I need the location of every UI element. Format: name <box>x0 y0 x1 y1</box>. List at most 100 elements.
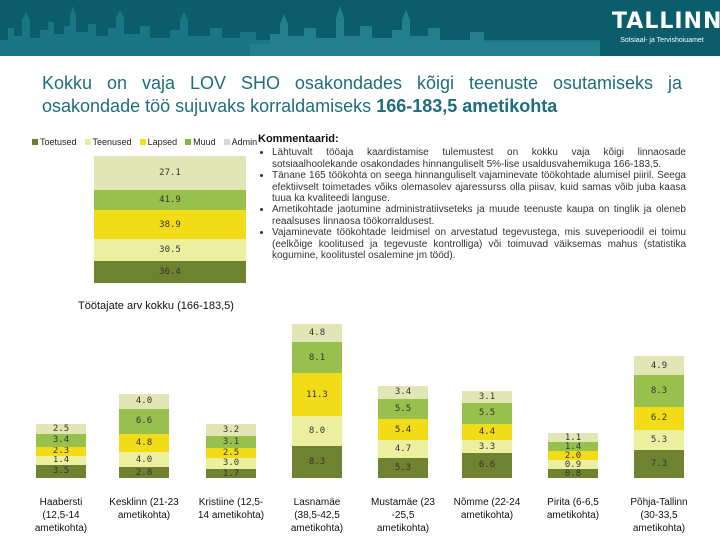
bar-segment-value: 0.9 <box>564 459 582 470</box>
district-label: Nõmme (22-24 ametikohta) <box>453 497 521 521</box>
bar-segment-value: 3.1 <box>222 437 240 448</box>
bar-segment-value: 3.4 <box>52 435 70 446</box>
bar-segment-value: 8.0 <box>308 426 326 437</box>
bar-segment-value: 8.3 <box>650 385 668 396</box>
bar-segment-value: 5.3 <box>650 435 668 446</box>
bar-segment-lapsed: 2.3 <box>36 446 86 457</box>
comment-item: Vajaminevate töökohtade leidmisel on arv… <box>272 227 686 261</box>
bar-segment-admin: 4.9 <box>634 356 684 375</box>
bar-segment-value: 6.2 <box>650 413 668 424</box>
logo-wordmark: TALLINN <box>612 9 720 34</box>
district-label: Põhja-Tallinn (30-33,5 ametikohta) <box>630 497 688 534</box>
bar-segment-admin: 1.1 <box>548 432 598 443</box>
bar-segment-value: 3.1 <box>478 391 496 402</box>
bar-segment-value: 3.4 <box>394 387 412 398</box>
bar-segment-admin: 2.5 <box>36 424 86 434</box>
district-label: Mustamäe (23 -25,5 ametikohta) <box>371 497 435 534</box>
bar-segment-lapsed: 6.2 <box>634 406 684 431</box>
bar-segment-toetused: 2.8 <box>119 467 169 478</box>
bar-segment-muud: 8.3 <box>634 375 684 407</box>
bar-segment-value: 2.5 <box>52 424 70 435</box>
total-segment-toetused: 36.4 <box>94 261 246 283</box>
legend-label: Admin <box>231 137 258 147</box>
district-label: Haabersti (12,5-14 ametikohta) <box>34 497 88 534</box>
district-label: Kristiine (12,5-14 ametikohta) <box>197 497 265 521</box>
bar-segment-teenused: 0.9 <box>548 459 598 470</box>
total-segment-lapsed: 38.9 <box>94 210 246 239</box>
bar-segment-value: 1.1 <box>564 432 582 443</box>
legend-swatch <box>185 139 192 145</box>
total-segment-value: 41.9 <box>159 195 181 205</box>
bar-segment-toetused: 3.5 <box>36 464 86 478</box>
bar-segment-value: 2.3 <box>52 446 70 457</box>
bar-segment-toetused: 5.3 <box>378 457 428 478</box>
bar-segment-teenused: 3.0 <box>206 457 256 469</box>
bar-segment-value: 2.0 <box>564 450 582 461</box>
bar-segment-value: 8.1 <box>308 352 326 363</box>
logo-subtitle: Sotsiaal- ja Tervishoiuamet <box>620 37 704 44</box>
city-skyline-illustration <box>0 6 600 56</box>
legend-label: Teenused <box>92 137 132 147</box>
bar-segment-teenused: 4.0 <box>119 452 169 468</box>
bar-segment-value: 6.6 <box>135 416 153 427</box>
bar-segment-value: 2.8 <box>135 467 153 478</box>
bar-segment-admin: 3.2 <box>206 424 256 437</box>
bar-segment-muud: 3.4 <box>36 433 86 447</box>
chart-legend: Toetused Teenused Lapsed Muud Admin <box>32 137 257 147</box>
legend-item-teenused: Teenused <box>84 137 132 147</box>
bar-segment-value: 5.3 <box>394 462 412 473</box>
tallinn-logo[interactable]: TALLINN Sotsiaal- ja Tervishoiuamet <box>612 9 720 45</box>
bar-segment-teenused: 8.0 <box>292 416 342 447</box>
bar-segment-lapsed: 5.4 <box>378 419 428 440</box>
comments-title: Kommentaarid: <box>258 133 339 145</box>
bar-segment-value: 4.4 <box>478 427 496 438</box>
bar-segment-lapsed: 4.4 <box>462 423 512 441</box>
legend-item-toetused: Toetused <box>32 137 77 147</box>
bar-segment-admin: 4.0 <box>119 393 169 409</box>
bar-segment-lapsed: 2.0 <box>548 450 598 461</box>
bar-segment-value: 4.0 <box>135 454 153 465</box>
district-label: Pirita (6-6,5 ametikohta) <box>546 497 600 521</box>
bar-segment-teenused: 4.7 <box>378 440 428 458</box>
bar-segment-value: 1.7 <box>222 468 240 479</box>
bar-segment-lapsed: 4.8 <box>119 433 169 453</box>
bar-segment-value: 5.5 <box>478 408 496 419</box>
bar-segment-teenused: 5.3 <box>634 430 684 451</box>
bar-segment-value: 7.3 <box>650 459 668 470</box>
bar-segment-value: 4.0 <box>135 396 153 407</box>
total-segment-value: 36.4 <box>159 267 181 277</box>
bar-segment-admin: 4.8 <box>292 324 342 343</box>
bar-segment-toetused: 6.6 <box>462 452 512 478</box>
bar-segment-toetused: 1.7 <box>206 468 256 479</box>
page-title-highlight: 166-183,5 ametikohta <box>376 96 558 116</box>
bar-segment-value: 1.4 <box>564 441 582 452</box>
legend-swatch <box>84 139 91 145</box>
page-title-text: Kokku on vaja LOV SHO osakondades kõigi … <box>42 73 682 116</box>
bar-segment-value: 2.5 <box>222 447 240 458</box>
bar-segment-toetused: 8.3 <box>292 446 342 478</box>
district-label: Kesklinn (21-23 ametikohta) <box>109 497 179 521</box>
bar-segment-admin: 3.4 <box>378 385 428 399</box>
bar-segment-value: 11.3 <box>306 389 328 400</box>
bar-segment-admin: 3.1 <box>462 390 512 403</box>
bar-segment-lapsed: 11.3 <box>292 373 342 417</box>
total-segment-muud: 41.9 <box>94 190 246 210</box>
bar-segment-toetused: 7.3 <box>634 450 684 478</box>
bar-segment-muud: 5.5 <box>462 402 512 424</box>
bar-segment-teenused: 1.4 <box>36 455 86 465</box>
bar-segment-value: 3.5 <box>52 466 70 477</box>
header-banner: TALLINN Sotsiaal- ja Tervishoiuamet <box>0 0 720 56</box>
total-segment-teenused: 30.5 <box>94 239 246 261</box>
comments-panel: Kommentaarid: Lähtuvalt tööaja kaardista… <box>258 133 686 261</box>
total-segment-value: 27.1 <box>159 168 181 178</box>
bar-segment-muud: 8.1 <box>292 342 342 374</box>
comment-item: Tänane 165 töökohta on seega hinnangulis… <box>272 170 686 204</box>
bar-segment-value: 8.3 <box>308 457 326 468</box>
bar-segment-value: 5.4 <box>394 424 412 435</box>
legend-label: Lapsed <box>147 137 178 147</box>
total-chart-caption: Töötajate arv kokku (166-183,5) <box>78 300 234 312</box>
legend-swatch <box>223 139 230 145</box>
bar-segment-lapsed: 2.5 <box>206 448 256 458</box>
comment-item: Ametikohtade jaotumine administratiivset… <box>272 204 686 227</box>
bar-segment-value: 4.8 <box>308 328 326 339</box>
